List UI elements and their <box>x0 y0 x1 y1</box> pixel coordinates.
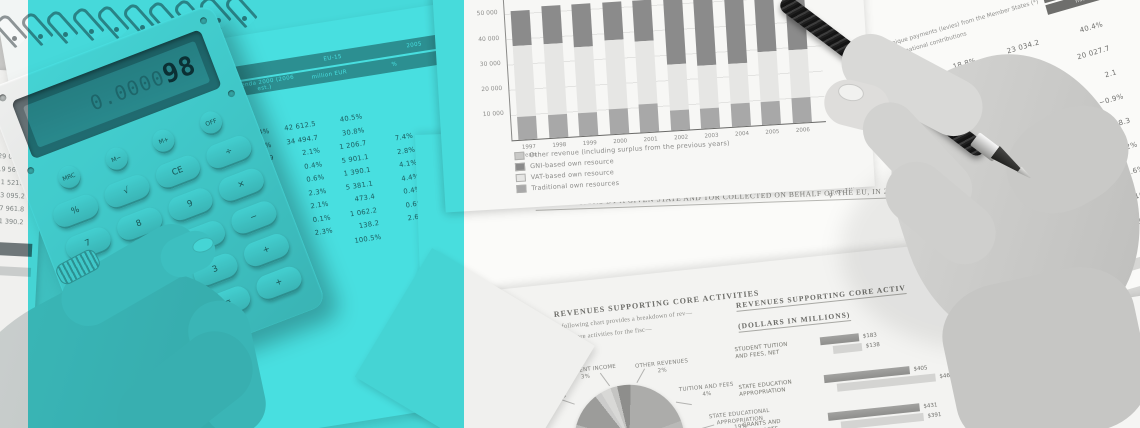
bar-segment <box>666 63 689 111</box>
calculator-key: M+ <box>149 126 179 157</box>
stacked-bar: 1998 <box>540 0 568 149</box>
bar-segment <box>723 0 747 64</box>
calculator-key: − <box>228 197 281 239</box>
bar-segment <box>577 112 599 137</box>
bar-segment <box>753 0 777 52</box>
bar-segment <box>573 46 597 114</box>
calculator-screw <box>26 166 36 176</box>
pie-slice-label: OTHER REVENUES 2% <box>630 358 695 378</box>
pie-slice-label: TUITION AND FEES 4% <box>674 381 739 401</box>
bar-segment <box>547 114 568 139</box>
calculator-key: MRC <box>54 162 84 193</box>
y-tick-label: 30 000 <box>479 59 501 69</box>
bar-value: $138 <box>865 342 881 350</box>
bar-segment <box>699 107 721 129</box>
punch-hole <box>241 16 247 22</box>
calculator-key: CE <box>152 152 205 193</box>
bar-segment <box>634 40 658 105</box>
stacked-bar: 2003 <box>692 0 721 140</box>
pie-chart <box>568 379 690 428</box>
legend-swatch <box>514 151 525 160</box>
bar-segment <box>604 39 628 110</box>
bar-segment <box>510 9 532 47</box>
bar-segment <box>760 101 781 126</box>
punch-hole <box>88 29 94 35</box>
legend-swatch <box>515 173 526 182</box>
x-tick-label: 2005 <box>765 129 780 136</box>
pie-slice-pct: 4% <box>702 390 712 398</box>
punch-hole <box>12 36 17 41</box>
stacked-bar: 2002 <box>661 0 690 141</box>
bar-segment <box>669 109 690 131</box>
punch-hole <box>37 33 43 39</box>
stacked-bar-chart: 1997 years 1998 1999 2000 2001 2002 2003 2004 200… <box>502 0 826 159</box>
legend-swatch <box>516 184 527 193</box>
legend-swatch <box>514 162 526 171</box>
calculator-key: ÷ <box>203 132 256 174</box>
left-strip-number: 13 095.2 <box>0 190 26 201</box>
y-tick-label: 50 000 <box>476 9 498 18</box>
calculator-key: M− <box>102 144 132 175</box>
hbar-subtitle: (DOLLARS IN MILLIONS) <box>737 310 851 333</box>
left-strip-light-band <box>0 263 32 277</box>
bar-segment <box>697 64 719 109</box>
calculator-screw <box>198 16 209 26</box>
bar-segment <box>543 43 567 116</box>
stacked-bar: 2001 <box>631 0 660 143</box>
bar-prior-year <box>832 342 863 354</box>
right-table-header: 2005% millionECU <box>1042 0 1140 16</box>
hbar-label: STATE EDUCATION APPROPRIATION <box>738 379 793 399</box>
bar-segment <box>787 48 810 98</box>
bar-segment <box>512 45 537 118</box>
calculator-screw <box>0 93 8 103</box>
hbar-row: STUDENT TUITION AND FEES, NET $183 $138 <box>734 330 880 365</box>
left-strip-number: 1 390.2 <box>0 217 24 227</box>
bar-segment <box>571 3 593 48</box>
calculator-key: + <box>240 230 293 272</box>
stacked-bar: 2005 <box>753 0 781 136</box>
y-tick-label: 20 000 <box>481 85 503 94</box>
punch-hole <box>63 31 68 37</box>
bar-segment <box>757 50 780 103</box>
y-tick-label: 10 000 <box>482 110 505 119</box>
calculator-key: OFF <box>196 108 226 139</box>
bar-segment <box>693 0 717 66</box>
bar-value: $431 <box>923 402 938 410</box>
bar-segment <box>727 62 750 105</box>
calculator-screw <box>226 89 236 99</box>
bar-segment <box>601 1 624 41</box>
bar-value: $391 <box>927 412 942 420</box>
bar-segment <box>730 102 751 127</box>
left-strip-dark-band <box>0 239 33 257</box>
bar-segment <box>790 96 812 124</box>
stacked-bar: 2000 <box>601 0 629 145</box>
stacked-bar: 1997 years <box>509 0 538 159</box>
x-tick-label: 2006 <box>795 127 811 134</box>
calculator-key: + <box>253 263 306 304</box>
bar-segment <box>638 103 660 133</box>
bar-value: $183 <box>862 332 878 340</box>
left-strip-number: 7 961.8 <box>0 204 25 214</box>
calculator-key: % <box>49 191 102 233</box>
x-tick-label: 2004 <box>734 130 750 138</box>
stacked-bar: 2004 <box>722 0 751 138</box>
bar-segment <box>632 0 654 42</box>
hbar-row: STATE EDUCATION APPROPRIATION $405 $466 <box>738 361 954 403</box>
bar-segment <box>608 107 629 135</box>
calculator-key: × <box>215 165 268 206</box>
y-tick-label: 40 000 <box>478 34 500 43</box>
bar-segment <box>540 5 563 45</box>
hbar-label: STUDENT TUITION AND FEES, NET <box>734 341 788 361</box>
display-dim-digits: 0.0000 <box>86 64 169 116</box>
bar-segment <box>662 0 686 65</box>
bar-segment <box>517 116 538 140</box>
callout-line <box>675 401 692 406</box>
bar-value: $405 <box>913 365 928 373</box>
calculator-key: 9 <box>164 184 217 226</box>
stacked-bar: 1999 <box>570 0 599 147</box>
calculator-key: √ <box>100 171 153 213</box>
